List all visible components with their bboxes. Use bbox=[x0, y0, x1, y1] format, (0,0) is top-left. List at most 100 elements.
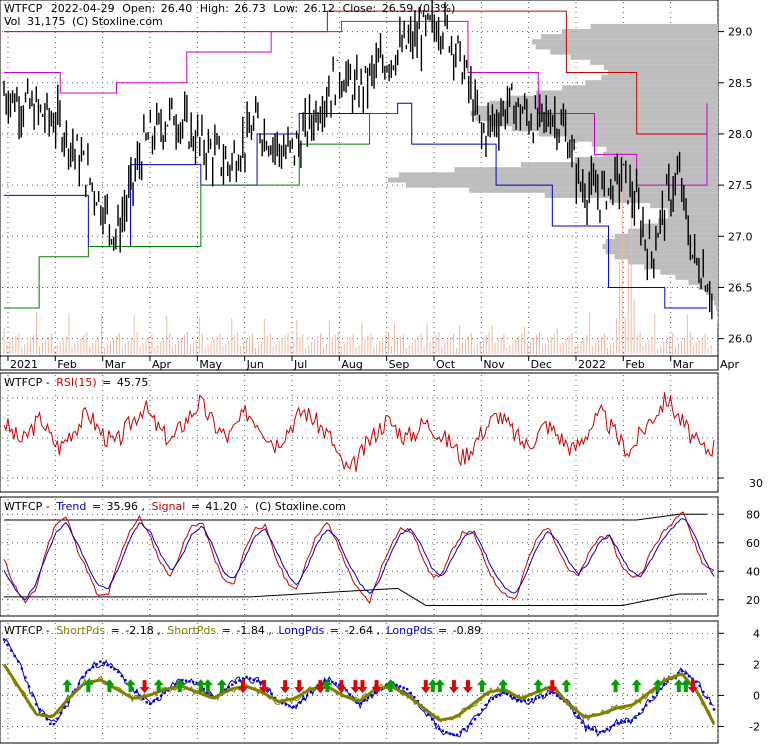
longpds-marker bbox=[694, 680, 698, 683]
longpds-marker bbox=[687, 674, 691, 678]
volume-profile-bar bbox=[607, 69, 718, 76]
volume-profile-bar bbox=[713, 300, 718, 306]
buy-arrow bbox=[83, 679, 94, 693]
buy-arrow bbox=[631, 679, 642, 693]
x-tick: Oct bbox=[436, 358, 456, 371]
price-panel: WTFCP 2022-04-29 Open: 26.40 High: 26.73… bbox=[0, 0, 753, 357]
longpds-marker bbox=[234, 681, 238, 684]
longpds1-name: LongPds bbox=[278, 624, 324, 637]
trend-grid bbox=[2, 499, 719, 615]
longpds-marker bbox=[366, 696, 370, 700]
shortpds-thick-line bbox=[2, 663, 716, 725]
longpds-marker bbox=[609, 726, 612, 729]
longpds-marker bbox=[13, 654, 16, 658]
rsi-panel: WTFCP - RSI(15) = 45.75 30 bbox=[0, 372, 763, 493]
longpds-marker bbox=[498, 693, 502, 696]
shortpds1-name: ShortPds bbox=[56, 624, 105, 637]
sell-arrow bbox=[448, 680, 459, 694]
x-tick: Mar bbox=[673, 358, 694, 371]
volume-profile-bar bbox=[520, 162, 718, 168]
longpds-marker bbox=[445, 730, 448, 734]
volume-profile-bar bbox=[710, 295, 718, 301]
volume-profile-bar bbox=[398, 172, 718, 178]
sell-arrow bbox=[420, 680, 431, 694]
volume-profile-bar bbox=[469, 187, 718, 193]
x-tick: Feb bbox=[57, 358, 76, 371]
longpds-marker bbox=[323, 679, 327, 683]
pds-signal-arrows bbox=[62, 679, 698, 694]
pds-grid bbox=[2, 623, 719, 742]
sell-arrow bbox=[371, 680, 382, 694]
volume-profile-bar bbox=[510, 95, 718, 101]
longpds-marker bbox=[452, 733, 455, 737]
trend-y-tick: 40 bbox=[746, 565, 760, 578]
longpds-marker bbox=[138, 694, 141, 697]
longpds-marker bbox=[455, 733, 459, 736]
longpds-marker bbox=[702, 690, 705, 694]
longpds-marker bbox=[495, 695, 498, 699]
price-bars bbox=[3, 0, 713, 320]
volume-bars bbox=[3, 186, 712, 354]
volume-profile-bar bbox=[489, 100, 718, 106]
volume-profile-bar bbox=[475, 116, 718, 122]
longpds-marker bbox=[331, 680, 334, 684]
longpds-marker bbox=[284, 703, 288, 706]
longpds-marker bbox=[49, 722, 52, 725]
longpds-marker bbox=[605, 728, 609, 731]
price-y-tick: 29.0 bbox=[728, 26, 753, 39]
longpds-marker bbox=[224, 688, 227, 691]
longpds-marker bbox=[448, 732, 452, 735]
volume-profile-bar bbox=[475, 105, 718, 111]
longpds-marker bbox=[134, 690, 138, 694]
buy-arrow bbox=[427, 679, 438, 693]
longpds-marker bbox=[95, 663, 98, 666]
volume-profile-bar bbox=[562, 29, 718, 35]
volume-profile-bar bbox=[602, 151, 718, 157]
volume-profile-bar bbox=[538, 131, 718, 137]
volume-profile-bar bbox=[511, 126, 718, 132]
sell-arrow bbox=[259, 680, 270, 694]
x-tick: 2021 bbox=[10, 358, 38, 371]
volume-profile-bar bbox=[531, 39, 718, 45]
longpds-marker bbox=[477, 713, 480, 716]
longpds-marker bbox=[363, 699, 366, 702]
longpds-marker bbox=[45, 717, 49, 721]
longpds-marker bbox=[345, 689, 348, 692]
longpds-marker bbox=[641, 708, 644, 711]
longpds-marker bbox=[6, 643, 9, 647]
volume-profile-bar bbox=[688, 279, 718, 285]
longpds-marker bbox=[438, 727, 441, 731]
buy-arrow bbox=[62, 679, 73, 693]
longpds-marker bbox=[227, 685, 230, 689]
longpds-marker bbox=[245, 675, 248, 679]
longpds-marker bbox=[334, 682, 338, 685]
longpds-marker bbox=[480, 708, 484, 711]
volume-profile bbox=[388, 23, 718, 331]
longpds-marker bbox=[270, 692, 273, 696]
volume-profile-bar bbox=[667, 208, 718, 214]
buy-arrow bbox=[104, 679, 115, 693]
longpds-marker bbox=[63, 706, 66, 709]
longpds-marker bbox=[534, 697, 537, 700]
longpds-marker bbox=[206, 691, 209, 694]
longpds-marker bbox=[145, 701, 148, 704]
x-axis-frame bbox=[0, 355, 719, 371]
rsi-line bbox=[3, 392, 724, 479]
sell-arrow bbox=[357, 680, 368, 694]
sell-arrow bbox=[462, 680, 473, 694]
volume-profile-bar bbox=[489, 121, 718, 127]
longpds-marker bbox=[637, 712, 641, 715]
longpds-marker bbox=[705, 696, 709, 699]
longpds-marker bbox=[491, 697, 494, 701]
sell-arrow bbox=[687, 680, 698, 694]
longpds-marker bbox=[370, 693, 373, 697]
price-header: WTFCP 2022-04-29 Open: 26.40 High: 26.73… bbox=[4, 2, 455, 15]
buy-arrow bbox=[202, 679, 213, 693]
longpds-marker bbox=[598, 731, 602, 734]
longpds-marker bbox=[9, 649, 13, 652]
pds-y-axis: 4 2 0 -2 bbox=[718, 627, 760, 733]
longpds-marker bbox=[159, 694, 163, 697]
pds-y-tick: 4 bbox=[753, 627, 760, 640]
volume-profile-bar bbox=[614, 254, 718, 260]
longpds-marker bbox=[38, 708, 41, 711]
